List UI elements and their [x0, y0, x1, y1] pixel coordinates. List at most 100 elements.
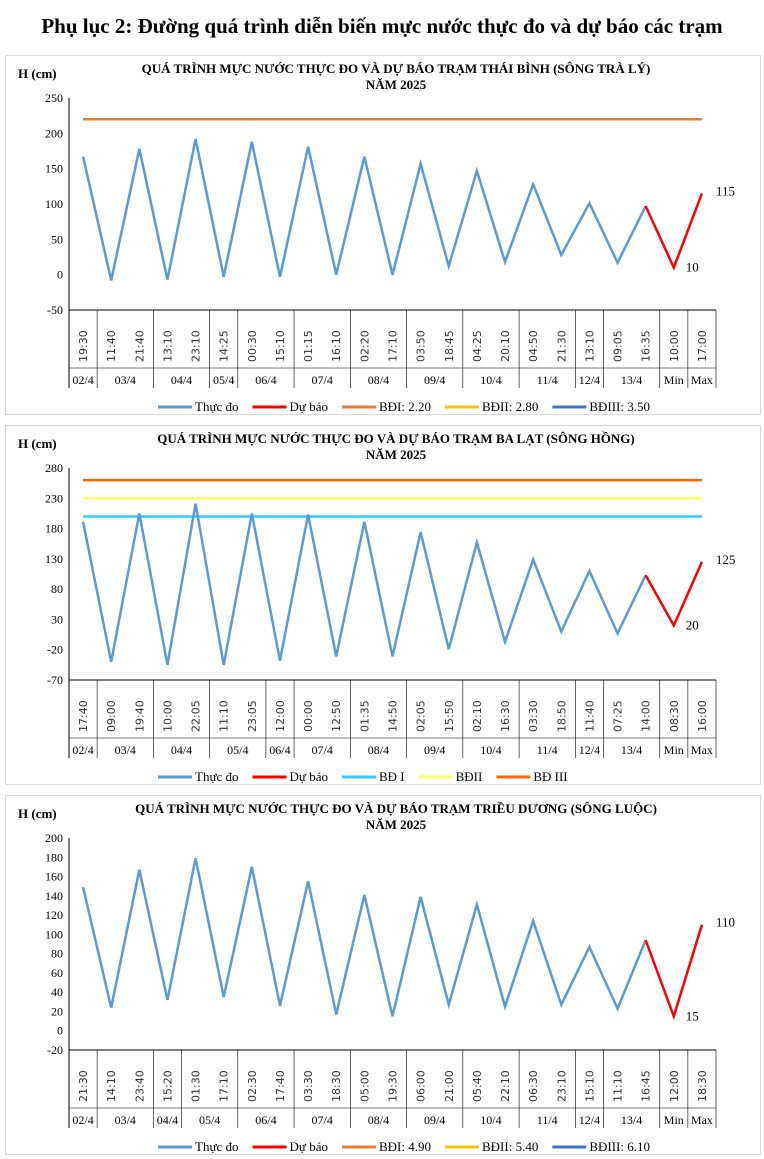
x-tick-time: 16:00 [696, 700, 709, 732]
x-tick-time: 11:10 [612, 1070, 625, 1102]
series-forecast-line [644, 561, 704, 629]
x-tick-time: 00:00 [302, 700, 315, 732]
x-tick-date: 06/4 [255, 373, 276, 387]
chart-svg: QUÁ TRÌNH MỰC NƯỚC THỰC ĐO VÀ DỰ BÁO TRẠ… [18, 61, 755, 414]
x-tick-time: 14:10 [105, 1070, 118, 1102]
y-tick-label: 150 [45, 162, 63, 176]
y-axis-label: H (cm) [18, 806, 57, 821]
y-tick-label: 200 [45, 126, 63, 140]
data-label-min: 10 [686, 260, 699, 275]
x-tick-date: 10/4 [480, 743, 501, 757]
data-label-max: 125 [716, 552, 736, 567]
x-tick-time: 07:25 [612, 700, 625, 732]
legend-label: BĐIII: 6.10 [589, 1139, 650, 1154]
x-tick-date: 08/4 [368, 743, 389, 757]
y-tick-label: 40 [51, 985, 63, 999]
y-tick-label: -70 [47, 673, 63, 687]
y-tick-label: 140 [45, 889, 63, 903]
x-tick-time: 16:30 [499, 700, 512, 732]
legend-label: Dự báo [290, 399, 328, 414]
x-tick-date: 11/4 [537, 373, 558, 387]
x-tick-date: 03/4 [115, 743, 136, 757]
x-tick-time: 23:40 [133, 1070, 146, 1102]
y-tick-label: 20 [51, 1004, 63, 1018]
x-tick-time: 13:10 [161, 330, 174, 362]
x-tick-time: 19:30 [387, 1070, 400, 1102]
y-tick-label: 180 [45, 522, 63, 536]
y-tick-label: 100 [45, 197, 63, 211]
series-forecast-line [644, 924, 704, 1021]
x-tick-time: 22:05 [190, 700, 203, 732]
x-tick-time: 23:05 [246, 700, 259, 732]
x-tick-date: 10/4 [480, 1113, 501, 1127]
x-tick-date: 08/4 [368, 1113, 389, 1127]
y-tick-label: 280 [45, 461, 63, 475]
y-axis-label: H (cm) [18, 436, 57, 451]
x-tick-date: 13/4 [621, 373, 642, 387]
x-tick-time: 09:05 [612, 330, 625, 362]
x-tick-time: 01:30 [190, 1070, 203, 1102]
legend-label: BĐII: 5.40 [482, 1139, 538, 1154]
x-tick-time: 02:30 [246, 1070, 259, 1102]
x-tick-time: 06:30 [527, 1070, 540, 1102]
chart-title: QUÁ TRÌNH MỰC NƯỚC THỰC ĐO VÀ DỰ BÁO TRẠ… [135, 801, 657, 816]
x-tick-time: 17:40 [77, 700, 90, 732]
x-tick-time: 03:30 [302, 1070, 315, 1102]
y-axis-label: H (cm) [18, 66, 57, 81]
series-observed-line [81, 857, 647, 1017]
x-axis-label: Thời gian [700, 782, 755, 784]
x-tick-time: 02:20 [358, 330, 371, 362]
y-tick-label: 160 [45, 870, 63, 884]
x-tick-time: 11:10 [218, 700, 231, 732]
x-tick-time: 16:10 [330, 330, 343, 362]
chart-svg: QUÁ TRÌNH MỰC NƯỚC THỰC ĐO VÀ DỰ BÁO TRẠ… [18, 801, 755, 1154]
x-tick-time: 16:35 [640, 330, 653, 362]
legend-label: Dự báo [290, 1139, 328, 1154]
x-tick-time: 16:45 [640, 1070, 653, 1102]
x-tick-time: 00:30 [246, 330, 259, 362]
chart-subtitle: NĂM 2025 [366, 817, 427, 832]
x-tick-time: 15:20 [161, 1070, 174, 1102]
x-tick-date: Min [664, 1113, 684, 1127]
y-tick-label: -20 [47, 1043, 63, 1057]
x-tick-time: 15:50 [443, 700, 456, 732]
x-tick-time: 02:10 [471, 700, 484, 732]
legend-label: Thực đo [195, 399, 239, 414]
page-title: Phụ lục 2: Đường quá trình diễn biến mực… [41, 14, 723, 38]
x-tick-date: Min [664, 743, 684, 757]
x-tick-date: 06/4 [269, 743, 290, 757]
x-tick-date: 07/4 [312, 1113, 333, 1127]
x-tick-time: 02:05 [415, 700, 428, 732]
legend-label: BĐI: 2.20 [379, 399, 431, 414]
x-tick-time: 23:10 [555, 1070, 568, 1102]
x-tick-time: 03:50 [415, 330, 428, 362]
x-tick-time: 10:00 [668, 330, 681, 362]
x-tick-date: 12/4 [579, 373, 600, 387]
x-tick-date: Max [691, 1113, 713, 1127]
y-tick-label: 60 [51, 966, 63, 980]
legend-label: BĐI: 4.90 [379, 1139, 431, 1154]
x-tick-date: 04/4 [171, 743, 192, 757]
y-tick-label: 120 [45, 908, 63, 922]
x-tick-date: 08/4 [368, 373, 389, 387]
y-tick-label: 0 [57, 1024, 63, 1038]
legend-label: BĐ III [533, 769, 567, 784]
x-tick-time: 20:10 [499, 330, 512, 362]
chart-trieu-duong: QUÁ TRÌNH MỰC NƯỚC THỰC ĐO VÀ DỰ BÁO TRẠ… [5, 795, 761, 1155]
x-tick-time: 18:50 [555, 700, 568, 732]
x-tick-date: 13/4 [621, 1113, 642, 1127]
x-tick-time: 18:30 [330, 1070, 343, 1102]
data-label-min: 20 [686, 617, 699, 632]
x-tick-date: 12/4 [579, 743, 600, 757]
chart-title: QUÁ TRÌNH MỰC NƯỚC THỰC ĐO VÀ DỰ BÁO TRẠ… [142, 61, 651, 76]
x-tick-time: 05:40 [471, 1070, 484, 1102]
legend-label: BĐII [456, 769, 483, 784]
x-tick-time: 15:10 [274, 330, 287, 362]
chart-subtitle: NĂM 2025 [366, 447, 427, 462]
x-tick-date: 05/4 [213, 373, 234, 387]
x-tick-time: 21:40 [133, 330, 146, 362]
chart-thai-binh: QUÁ TRÌNH MỰC NƯỚC THỰC ĐO VÀ DỰ BÁO TRẠ… [5, 55, 761, 415]
x-tick-date: 09/4 [424, 743, 445, 757]
x-tick-time: 12:00 [274, 700, 287, 732]
data-label-max: 110 [716, 915, 735, 930]
